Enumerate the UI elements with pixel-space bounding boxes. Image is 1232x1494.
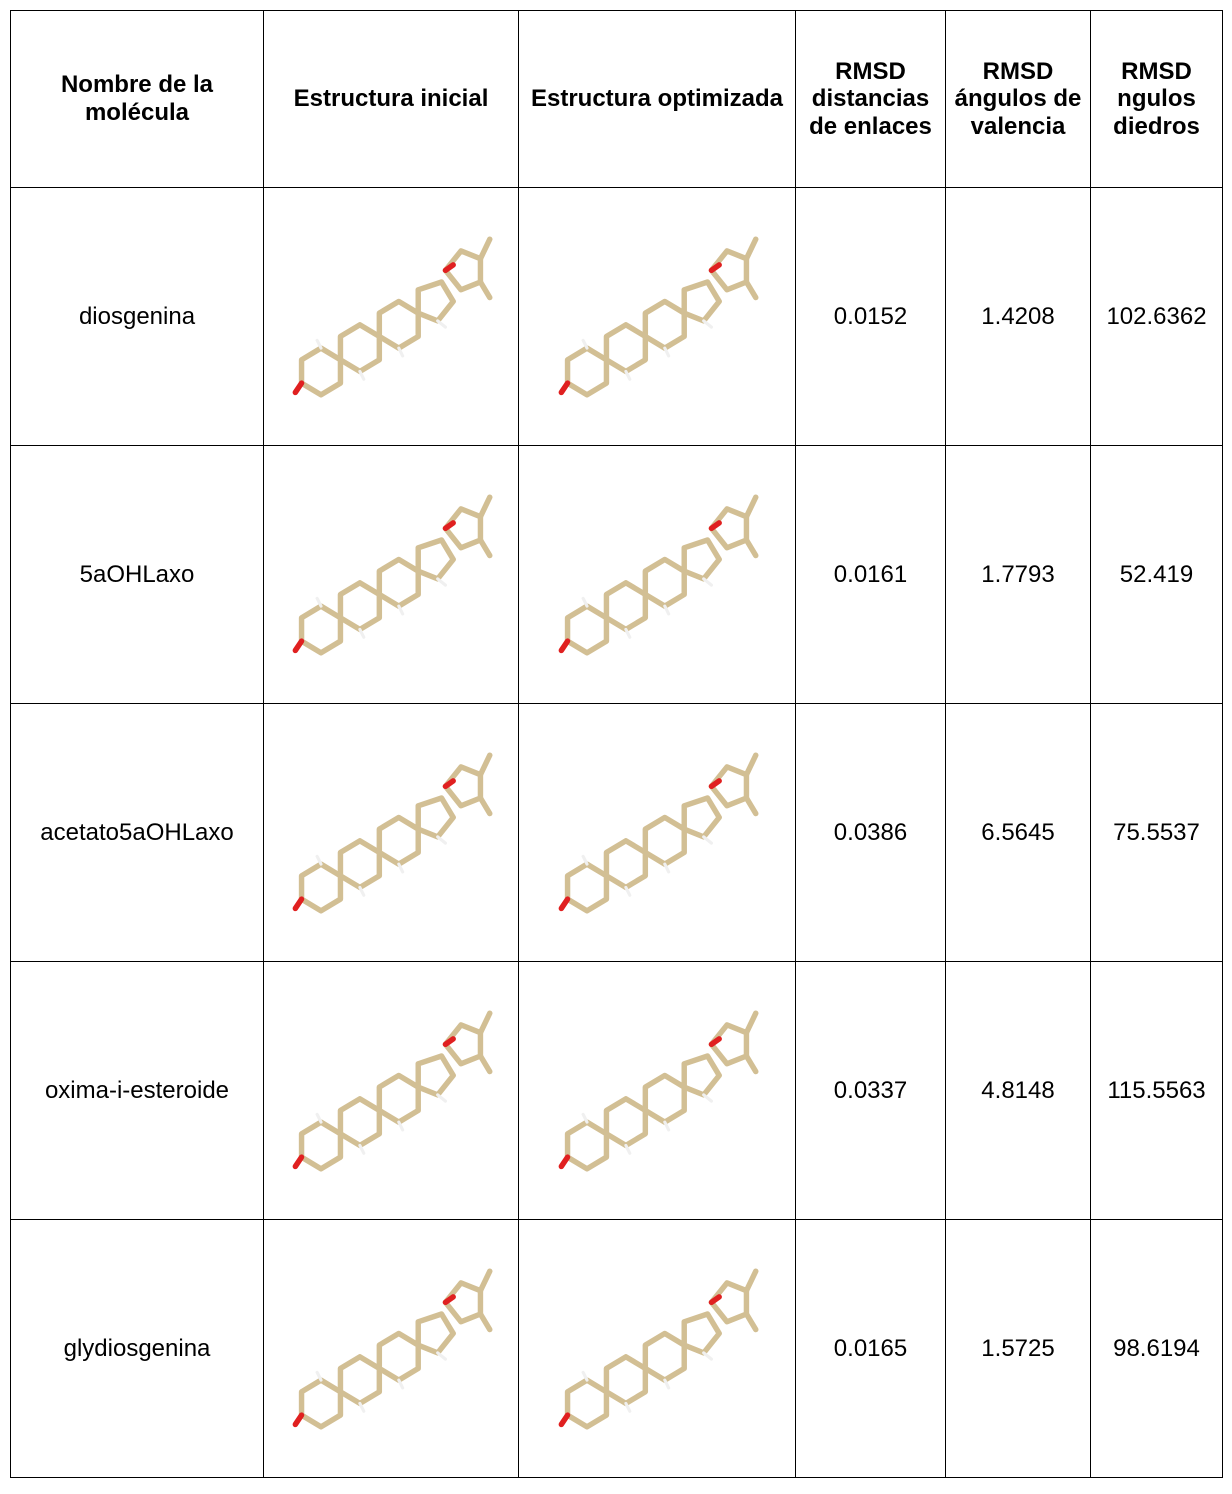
- molecule-image: [286, 202, 496, 432]
- structure-cell: [264, 704, 519, 962]
- molecule-image: [552, 202, 762, 432]
- rmsd-value: 75.5537: [1091, 704, 1223, 962]
- header-cell: Estructura optimizada: [519, 11, 796, 188]
- rmsd-value: 115.5563: [1091, 962, 1223, 1220]
- rmsd-value: 102.6362: [1091, 188, 1223, 446]
- molecule-image: [286, 976, 496, 1206]
- structure-cell: [519, 962, 796, 1220]
- structure-cell: [264, 1220, 519, 1478]
- rmsd-value: 52.419: [1091, 446, 1223, 704]
- molecule-name: acetato5aOHLaxo: [11, 704, 264, 962]
- molecule-name: oxima-i-esteroide: [11, 962, 264, 1220]
- header-cell: RMSD distancias de enlaces: [796, 11, 946, 188]
- molecule-image: [552, 976, 762, 1206]
- structure-cell: [264, 188, 519, 446]
- structure-cell: [519, 704, 796, 962]
- molecule-image: [286, 718, 496, 948]
- molecule-name: glydiosgenina: [11, 1220, 264, 1478]
- header-cell: Estructura inicial: [264, 11, 519, 188]
- rmsd-value: 0.0165: [796, 1220, 946, 1478]
- rmsd-value: 1.4208: [946, 188, 1091, 446]
- rmsd-value: 0.0386: [796, 704, 946, 962]
- rmsd-value: 0.0337: [796, 962, 946, 1220]
- rmsd-value: 0.0152: [796, 188, 946, 446]
- rmsd-value: 6.5645: [946, 704, 1091, 962]
- molecule-image: [552, 460, 762, 690]
- molecule-image: [552, 718, 762, 948]
- structure-cell: [264, 962, 519, 1220]
- rmsd-value: 98.6194: [1091, 1220, 1223, 1478]
- header-cell: RMSD ngulos diedros: [1091, 11, 1223, 188]
- structure-cell: [519, 188, 796, 446]
- molecule-image: [552, 1234, 762, 1464]
- molecule-image: [286, 1234, 496, 1464]
- rmsd-value: 4.8148: [946, 962, 1091, 1220]
- rmsd-value: 0.0161: [796, 446, 946, 704]
- header-cell: RMSD ángulos de valencia: [946, 11, 1091, 188]
- structure-cell: [519, 446, 796, 704]
- structure-cell: [519, 1220, 796, 1478]
- rmsd-value: 1.7793: [946, 446, 1091, 704]
- header-cell: Nombre de la molécula: [11, 11, 264, 188]
- page: Nombre de la moléculaEstructura inicialE…: [0, 0, 1232, 1494]
- rmsd-value: 1.5725: [946, 1220, 1091, 1478]
- molecule-name: diosgenina: [11, 188, 264, 446]
- structure-cell: [264, 446, 519, 704]
- molecule-image: [286, 460, 496, 690]
- molecule-name: 5aOHLaxo: [11, 446, 264, 704]
